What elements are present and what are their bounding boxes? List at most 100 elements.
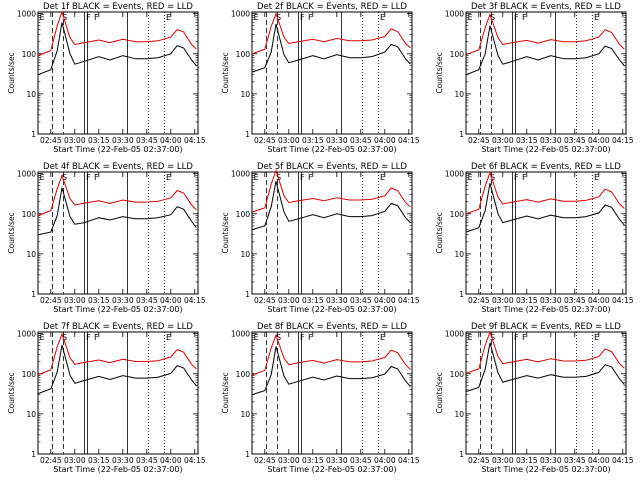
series-line xyxy=(465,183,625,233)
x-axis-label: Start Time (22-Feb-05 02:37:00) xyxy=(53,305,182,314)
interval-marker-label: F xyxy=(308,173,313,182)
x-tick-label: 03:30 xyxy=(540,456,562,465)
series-line xyxy=(37,187,197,236)
y-tick-label: 1 xyxy=(245,450,250,459)
y-axis-label: Counts/sec xyxy=(221,52,230,93)
interval-marker-label: S xyxy=(276,333,281,342)
y-axis-label: Counts/sec xyxy=(221,212,230,253)
interval-marker-label: S xyxy=(490,13,495,22)
x-tick-label: 03:15 xyxy=(516,456,538,465)
x-tick-label: 04:15 xyxy=(398,456,420,465)
x-tick-label: 03:15 xyxy=(88,456,110,465)
interval-marker-label: E xyxy=(166,173,171,182)
y-axis-label: Counts/sec xyxy=(435,372,444,413)
interval-marker-label: S xyxy=(276,13,281,22)
x-tick-label: 03:00 xyxy=(492,456,514,465)
x-tick-label: 04:00 xyxy=(374,136,396,145)
panel-title: Det 2f BLACK = Events, RED = LLD xyxy=(257,2,407,12)
panel-title: Det 3f BLACK = Events, RED = LLD xyxy=(471,2,621,12)
interval-marker-label: E xyxy=(40,173,45,182)
y-tick-label: 100 xyxy=(236,210,251,219)
y-tick-label: 1 xyxy=(245,290,250,299)
interval-marker-label: F xyxy=(300,173,305,182)
y-axis-label: Counts/sec xyxy=(7,212,16,253)
y-tick-label: 100 xyxy=(236,370,251,379)
x-axis-label: Start Time (22-Feb-05 02:37:00) xyxy=(267,465,396,474)
x-tick-label: 03:45 xyxy=(136,136,158,145)
y-tick-label: 1 xyxy=(31,450,36,459)
x-tick-label: 04:15 xyxy=(398,136,420,145)
x-tick-label: 03:00 xyxy=(64,136,86,145)
y-tick-label: 1 xyxy=(245,130,250,139)
interval-marker-label: F xyxy=(94,333,99,342)
x-tick-label: 02:45 xyxy=(254,296,276,305)
x-tick-label: 03:45 xyxy=(136,296,158,305)
x-tick-label: 04:00 xyxy=(160,456,182,465)
x-tick-label: 03:45 xyxy=(564,136,586,145)
interval-marker-label: F xyxy=(86,13,91,22)
x-tick-label: 03:45 xyxy=(564,456,586,465)
interval-marker-label: F xyxy=(94,13,99,22)
y-tick-label: 100 xyxy=(450,370,465,379)
x-tick-label: 04:15 xyxy=(398,296,420,305)
x-tick-label: 03:15 xyxy=(516,296,538,305)
y-tick-label: 10 xyxy=(240,410,250,419)
plot-frame xyxy=(37,11,199,135)
plot-frame xyxy=(251,331,413,455)
interval-marker-label: E xyxy=(468,173,473,182)
series-line xyxy=(465,13,625,56)
x-tick-label: 04:15 xyxy=(612,456,634,465)
interval-marker-label: F xyxy=(300,13,305,22)
x-tick-label: 02:45 xyxy=(468,456,490,465)
panel-1: Det 1f BLACK = Events, RED = LLD 1 10 100 10… xyxy=(7,2,206,154)
panel-title: Det 7f BLACK = Events, RED = LLD xyxy=(43,322,193,332)
interval-marker-label: F xyxy=(514,13,519,22)
x-tick-label: 03:00 xyxy=(492,136,514,145)
x-tick-label: 04:15 xyxy=(184,456,206,465)
interval-marker-label: E xyxy=(40,13,45,22)
x-tick-label: 03:00 xyxy=(278,456,300,465)
x-tick-label: 03:45 xyxy=(350,296,372,305)
series-line xyxy=(37,22,197,76)
interval-marker-label: E xyxy=(380,333,385,342)
x-tick-label: 03:30 xyxy=(326,456,348,465)
panel-title: Det 8f BLACK = Events, RED = LLD xyxy=(257,322,407,332)
interval-marker-label: F xyxy=(308,13,313,22)
x-tick-label: 03:00 xyxy=(278,296,300,305)
y-axis-label: Counts/sec xyxy=(435,52,444,93)
y-tick-label: 1 xyxy=(459,290,464,299)
interval-marker-label: E xyxy=(166,333,171,342)
x-tick-label: 04:15 xyxy=(184,296,206,305)
y-tick-label: 10 xyxy=(26,90,36,99)
y-tick-label: 1000 xyxy=(17,10,36,19)
x-tick-label: 04:00 xyxy=(588,296,610,305)
interval-marker-label: E xyxy=(380,13,385,22)
y-tick-label: 1 xyxy=(459,130,464,139)
series-line xyxy=(37,332,197,376)
y-tick-label: 1000 xyxy=(17,330,36,339)
x-tick-label: 02:45 xyxy=(468,296,490,305)
y-tick-label: 10 xyxy=(454,410,464,419)
panel-title: Det 6f BLACK = Events, RED = LLD xyxy=(471,162,621,172)
x-tick-label: 03:45 xyxy=(136,456,158,465)
y-tick-label: 10 xyxy=(240,250,250,259)
y-tick-label: 1000 xyxy=(231,330,250,339)
x-tick-label: 02:45 xyxy=(254,456,276,465)
interval-marker-label: E xyxy=(468,333,473,342)
y-tick-label: 1000 xyxy=(17,170,36,179)
x-tick-label: 02:45 xyxy=(40,456,62,465)
interval-marker-label: F xyxy=(94,173,99,182)
interval-marker-label: E xyxy=(254,173,259,182)
x-tick-label: 02:45 xyxy=(40,296,62,305)
x-tick-label: 03:15 xyxy=(302,296,324,305)
panel-7: Det 7f BLACK = Events, RED = LLD 1 10 100 10… xyxy=(7,322,206,474)
interval-marker-label: F xyxy=(86,173,91,182)
panel-title: Det 5f BLACK = Events, RED = LLD xyxy=(257,162,407,172)
interval-marker-label: S xyxy=(490,173,495,182)
plot-frame xyxy=(465,331,627,455)
x-tick-label: 04:00 xyxy=(374,296,396,305)
series-line xyxy=(465,171,625,215)
y-tick-label: 10 xyxy=(26,410,36,419)
x-axis-label: Start Time (22-Feb-05 02:37:00) xyxy=(53,465,182,474)
interval-marker-label: E xyxy=(254,333,259,342)
